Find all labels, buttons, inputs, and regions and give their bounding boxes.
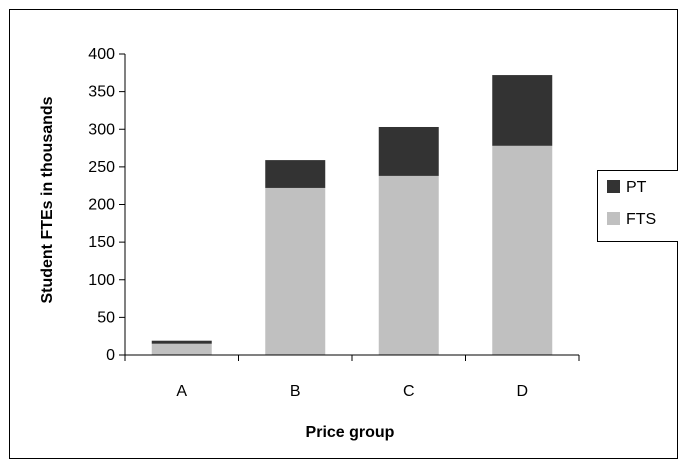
y-axis-label: Student FTEs in thousands [39,96,56,303]
y-tick-label: 300 [88,121,115,138]
bar-fts-c [379,176,439,355]
y-tick-label: 50 [97,309,115,326]
y-tick-label: 0 [106,347,115,364]
legend-label-pt: PT [626,179,647,196]
legend-swatch-fts [607,212,620,225]
bar-pt-a [152,341,212,344]
bar-fts-a [152,344,212,355]
bar-pt-c [379,127,439,176]
y-tick-label: 150 [88,234,115,251]
bar-fts-d [492,146,552,355]
y-tick-label: 100 [88,272,115,289]
x-tick-label: B [290,383,301,400]
y-tick-label: 350 [88,84,115,101]
y-tick-label: 200 [88,197,115,214]
x-tick-label: A [176,383,187,400]
legend-swatch-pt [607,180,620,193]
x-tick-label: D [516,383,528,400]
y-tick-label: 250 [88,159,115,176]
legend-label-fts: FTS [626,211,656,228]
bar-pt-b [265,160,325,188]
x-axis-label: Price group [306,424,395,441]
bar-fts-b [265,188,325,355]
legend: PT FTS [598,171,678,242]
bar-pt-d [492,75,552,146]
y-tick-label: 400 [88,46,115,63]
x-tick-label: C [403,383,415,400]
